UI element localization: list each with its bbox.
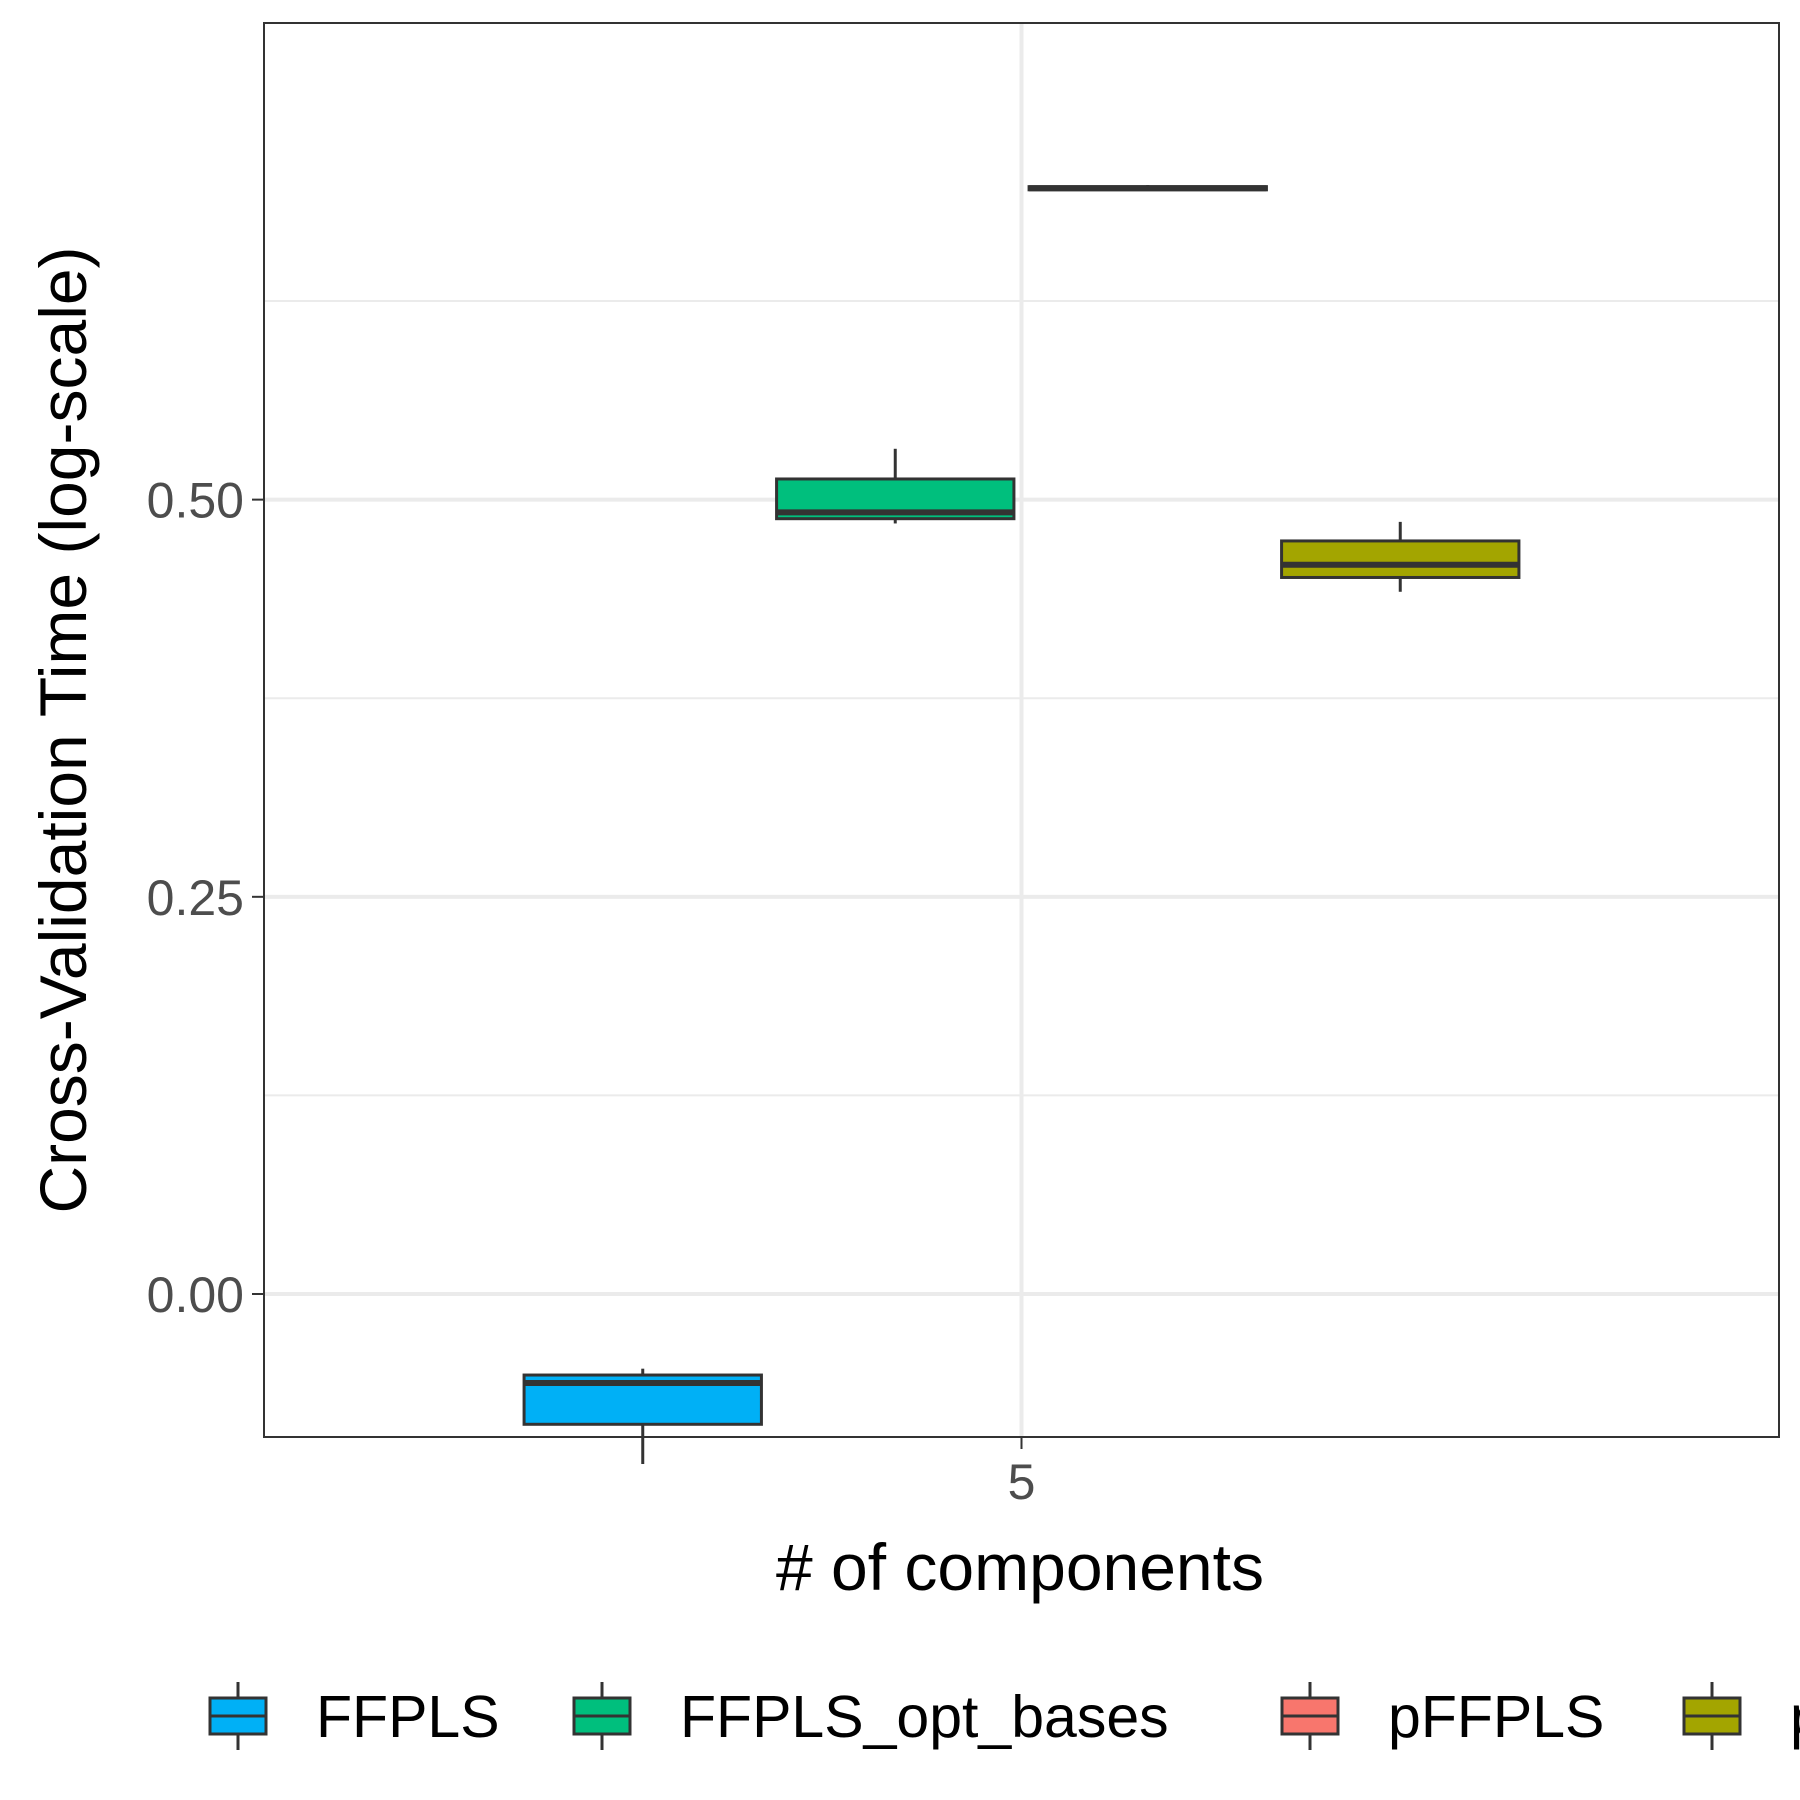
x-tick-label: 5 bbox=[1008, 1454, 1036, 1510]
legend-label: pFFPLS bbox=[1388, 1684, 1604, 1750]
box-body bbox=[1280, 539, 1521, 579]
y-tick-label: 0.50 bbox=[147, 473, 244, 529]
legend-label: FFPLS_opt_bases bbox=[680, 1684, 1169, 1750]
box-series bbox=[522, 185, 1521, 1465]
box-pffpls bbox=[1027, 185, 1268, 192]
legend-item: FFPLS bbox=[208, 1682, 500, 1750]
axes: 0.00 0.25 0.50 5 bbox=[147, 473, 1036, 1510]
legend-item: p bbox=[1682, 1682, 1800, 1750]
legend: FFPLS FFPLS_opt_bases pFFPLS p bbox=[208, 1682, 1800, 1750]
y-tick-label: 0.00 bbox=[147, 1267, 244, 1323]
grid-lines bbox=[264, 23, 1779, 1437]
y-tick-label: 0.25 bbox=[147, 870, 244, 926]
legend-item: pFFPLS bbox=[1280, 1682, 1604, 1750]
y-axis-title: Cross-Validation Time (log-scale) bbox=[26, 246, 100, 1213]
x-axis-title: # of components bbox=[776, 1530, 1264, 1604]
legend-label: p bbox=[1790, 1684, 1800, 1750]
box-ffpls-opt-bases bbox=[775, 448, 1016, 524]
legend-item: FFPLS_opt_bases bbox=[572, 1682, 1169, 1750]
legend-label: FFPLS bbox=[316, 1684, 500, 1750]
box-ffpls bbox=[522, 1368, 763, 1465]
box-series-4 bbox=[1280, 521, 1521, 592]
